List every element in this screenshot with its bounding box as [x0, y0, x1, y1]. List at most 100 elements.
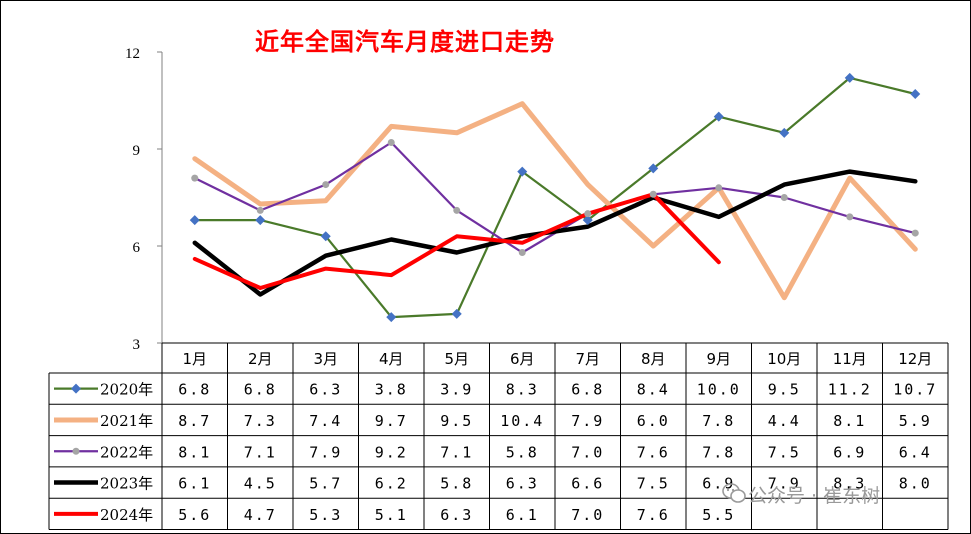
y-tick-label: 9 [133, 143, 141, 159]
data-label: 4.4 [768, 412, 801, 430]
data-label: 9.2 [375, 443, 408, 461]
y-tick-label: 12 [125, 46, 140, 62]
data-point-marker [648, 163, 659, 174]
data-label: 6.0 [637, 412, 670, 430]
data-label: 5.7 [309, 475, 342, 493]
data-point-marker [779, 127, 790, 138]
data-point-marker [189, 215, 200, 226]
data-label: 7.5 [637, 475, 670, 493]
data-point-marker [780, 194, 788, 201]
x-tick-label: 3月 [313, 350, 338, 368]
data-label: 8.3 [833, 475, 866, 493]
data-label: 4.7 [244, 506, 277, 524]
series-line [192, 169, 918, 297]
data-label: 7.0 [571, 506, 604, 524]
data-label: 6.6 [571, 475, 604, 493]
watermark: 公众号 · 崔东树 [748, 485, 881, 507]
data-label: 6.8 [244, 381, 277, 399]
data-label: 10.4 [500, 412, 544, 430]
data-point-marker [911, 229, 919, 237]
data-point-marker [320, 231, 331, 242]
data-point-marker [191, 174, 199, 182]
data-point-marker [715, 184, 723, 192]
data-label: 8.0 [899, 475, 932, 493]
legend-label: 2024年 [100, 506, 153, 524]
data-label: 6.9 [702, 475, 735, 493]
data-point-marker [649, 190, 657, 198]
y-tick-label: 3 [133, 337, 141, 353]
x-tick-label: 9月 [706, 350, 731, 368]
data-label: 7.5 [768, 443, 801, 461]
data-label: 5.3 [309, 506, 342, 524]
data-label: 7.8 [702, 443, 735, 461]
x-tick-label: 11月 [833, 350, 867, 368]
data-point-marker [255, 215, 266, 226]
data-point-marker [584, 210, 592, 218]
data-label: 6.1 [506, 506, 539, 524]
data-label: 8.1 [178, 443, 211, 461]
data-point-marker [386, 312, 397, 323]
chart-title: 近年全国汽车月度进口走势 [255, 28, 555, 56]
x-tick-label: 7月 [575, 350, 600, 368]
data-point-marker [256, 206, 264, 214]
data-label: 6.2 [375, 475, 408, 493]
data-point-marker [910, 89, 921, 100]
x-tick-label: 6月 [510, 350, 535, 368]
data-label: 6.9 [833, 443, 866, 461]
data-label: 5.5 [702, 506, 735, 524]
data-label: 7.4 [309, 412, 342, 430]
x-tick-label: 8月 [641, 350, 666, 368]
data-label: 6.8 [178, 381, 211, 399]
data-label: 11.2 [828, 381, 872, 399]
data-label: 10.7 [893, 381, 937, 399]
data-label: 5.6 [178, 506, 211, 524]
data-label: 7.9 [768, 475, 801, 493]
data-point-marker [517, 166, 528, 177]
data-point-marker [582, 215, 593, 226]
x-tick-label: 12月 [898, 350, 932, 368]
data-point-marker [387, 139, 395, 147]
series-line [192, 101, 918, 301]
data-point-marker [451, 308, 462, 319]
series-line [192, 192, 721, 290]
wechat-icon [722, 483, 746, 503]
legend-marker [72, 447, 80, 455]
data-label: 7.3 [244, 412, 277, 430]
data-label: 7.6 [637, 443, 670, 461]
data-point-marker [844, 72, 855, 83]
x-tick-label: 10月 [767, 350, 801, 368]
data-point-marker [322, 181, 330, 189]
data-point-marker [846, 213, 854, 221]
data-label: 6.3 [309, 381, 342, 399]
legend-label: 2020年 [100, 381, 153, 399]
data-label: 7.1 [440, 443, 473, 461]
legend-label: 2022年 [100, 443, 153, 461]
legend-marker [71, 383, 81, 394]
data-label: 6.1 [178, 475, 211, 493]
data-label: 7.6 [637, 506, 670, 524]
x-tick-label: 5月 [444, 350, 469, 368]
data-label: 7.1 [244, 443, 277, 461]
x-tick-label: 2月 [248, 350, 273, 368]
data-label: 5.8 [506, 443, 539, 461]
data-label: 5.9 [899, 412, 932, 430]
data-label: 10.0 [697, 381, 741, 399]
y-tick-label: 6 [133, 240, 141, 256]
data-label: 8.4 [637, 381, 670, 399]
data-label: 8.1 [833, 412, 866, 430]
data-label: 9.7 [375, 412, 408, 430]
legend-label: 2023年 [100, 475, 153, 493]
data-point-marker [453, 206, 461, 214]
data-label: 6.3 [440, 506, 473, 524]
data-point-marker [518, 248, 526, 256]
data-label: 6.4 [899, 443, 932, 461]
series-line [193, 141, 917, 254]
data-label: 5.1 [375, 506, 408, 524]
data-label: 3.9 [440, 381, 473, 399]
data-label: 7.9 [309, 443, 342, 461]
data-table [48, 342, 949, 530]
series-line [193, 76, 917, 319]
data-label: 7.8 [702, 412, 735, 430]
x-tick-label: 4月 [379, 350, 404, 368]
